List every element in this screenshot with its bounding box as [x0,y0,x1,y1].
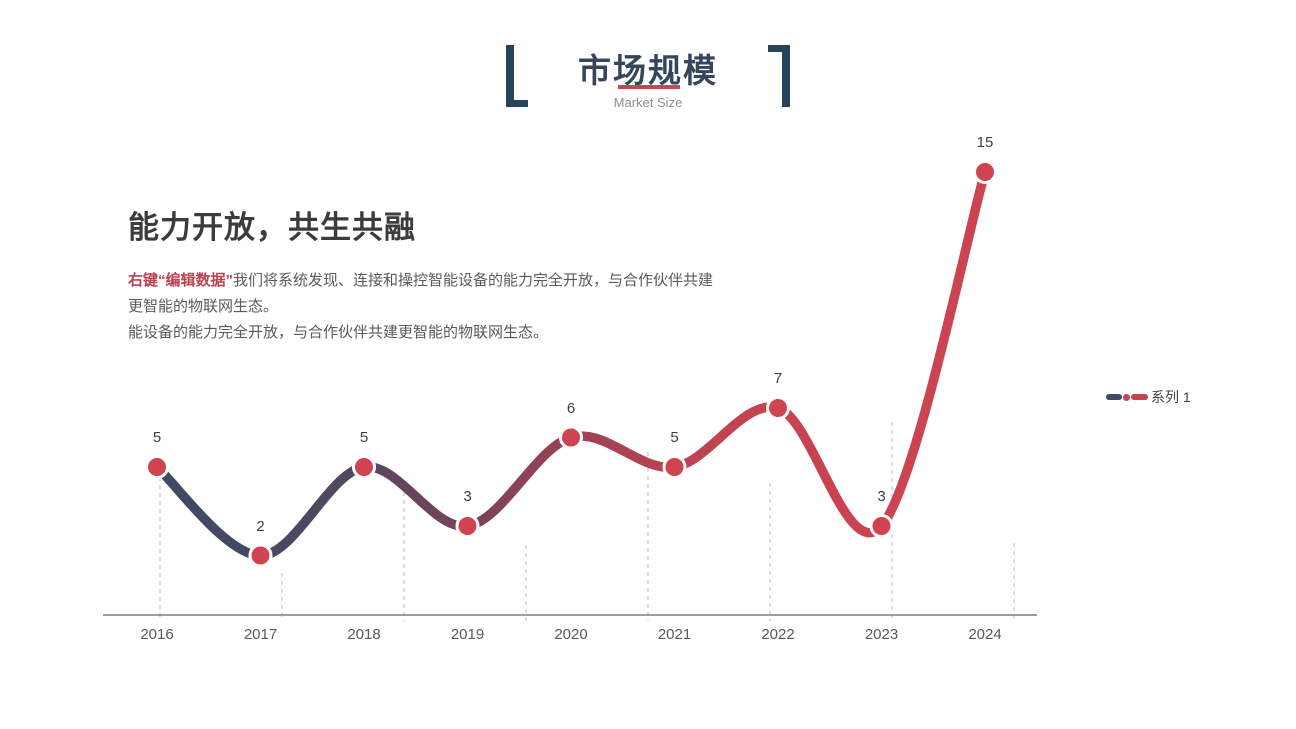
data-label: 3 [877,488,886,505]
data-point-markers[interactable] [145,160,997,568]
data-label: 5 [152,429,162,446]
legend-marker-dot-icon [1123,393,1130,401]
category-axis-label: 2022 [761,626,795,643]
left-bracket-decoration [506,45,528,107]
data-label: 3 [463,488,472,505]
data-label: 7 [773,370,783,387]
title-underline-accent [618,85,680,89]
data-label: 15 [976,134,994,151]
data-point-marker[interactable] [869,514,894,538]
data-label: 5 [359,429,369,446]
category-axis-label: 2024 [968,626,1002,643]
data-label: 6 [566,399,576,417]
body-line-1: 我们将系统发现、连接和操控智能设备的能力完全开放，与合作伙伴共建 [233,272,714,289]
data-point-marker[interactable] [248,543,273,568]
section-heading: 能力开放，共生共融 [128,210,416,245]
data-label: 2 [256,517,265,535]
page-title: 市场规模 [578,52,718,89]
category-axis-label: 2018 [347,626,381,643]
category-axis-label: 2021 [657,626,692,643]
right-bracket-decoration [768,45,790,107]
category-axis-label: 2017 [243,626,278,643]
data-point-marker[interactable] [973,160,997,184]
data-point-marker[interactable] [352,455,376,479]
page-subtitle: Market Size [613,95,683,110]
legend-line-sample-left [1106,394,1122,400]
body-line-3: 能设备的能力完全开放，与合作伙伴共建更智能的物联网生态。 [128,324,549,341]
data-point-marker[interactable] [766,396,790,420]
edit-data-hint-highlight: 右键“编辑数据” [128,272,234,289]
data-point-marker[interactable] [145,455,169,479]
category-axis-label: 2020 [554,626,588,643]
category-axis-label: 2016 [140,626,174,643]
data-point-marker[interactable] [559,425,583,450]
chart-legend[interactable]: 系列 1 [1106,387,1191,407]
category-axis-label: 2019 [450,626,485,643]
data-point-marker[interactable] [455,514,480,538]
legend-line-sample-right [1131,394,1148,400]
body-line-2: 更智能的物联网生态。 [128,298,279,315]
category-axis-label: 2023 [864,626,899,643]
body-text-block: 右键“编辑数据”我们将系统发现、连接和操控智能设备的能力完全开放，与合作伙伴共建… [128,268,948,346]
data-point-marker[interactable] [662,455,687,479]
legend-series-label: 系列 1 [1151,389,1191,405]
data-label: 5 [670,429,679,446]
